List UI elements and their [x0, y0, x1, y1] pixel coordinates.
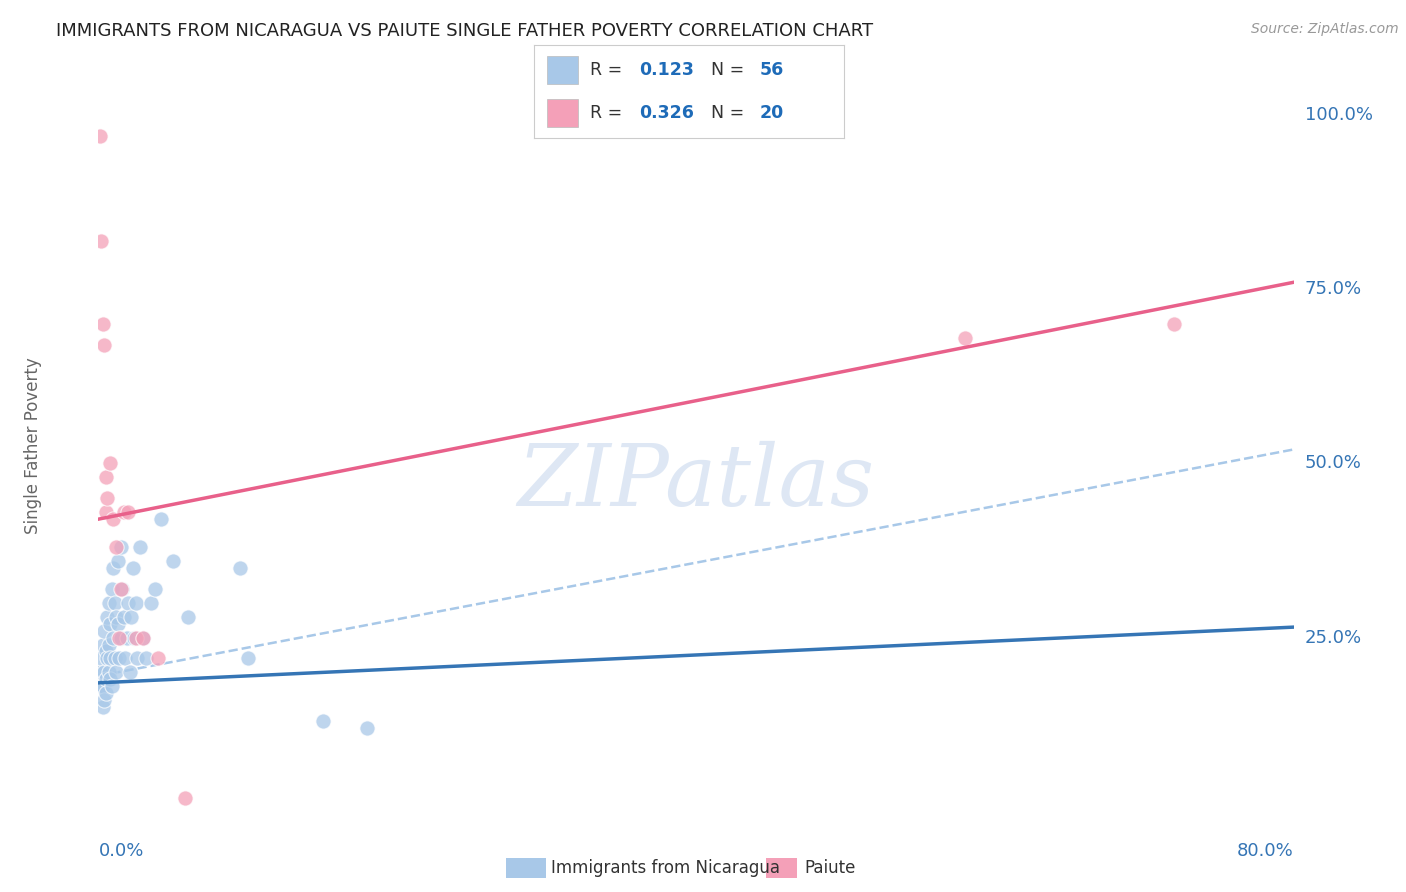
- Point: [143, 582, 166, 596]
- Point: [104, 651, 127, 665]
- Point: [139, 596, 162, 610]
- Point: [111, 582, 134, 596]
- Point: [127, 651, 149, 665]
- Text: R =: R =: [591, 104, 627, 122]
- Text: 0.123: 0.123: [640, 61, 695, 78]
- Text: N =: N =: [710, 104, 749, 122]
- Text: 20: 20: [761, 104, 785, 122]
- Point: [129, 540, 152, 554]
- Point: [117, 505, 139, 519]
- Text: Immigrants from Nicaragua: Immigrants from Nicaragua: [551, 859, 780, 877]
- Point: [93, 624, 115, 638]
- Point: [953, 331, 976, 345]
- Point: [132, 631, 155, 645]
- Point: [91, 700, 114, 714]
- Text: IMMIGRANTS FROM NICARAGUA VS PAIUTE SINGLE FATHER POVERTY CORRELATION CHART: IMMIGRANTS FROM NICARAGUA VS PAIUTE SING…: [56, 22, 873, 40]
- Point: [105, 540, 128, 554]
- Point: [91, 317, 114, 331]
- Text: 0.0%: 0.0%: [98, 842, 143, 860]
- Point: [107, 554, 129, 568]
- Point: [120, 609, 142, 624]
- FancyBboxPatch shape: [547, 56, 578, 84]
- Point: [96, 651, 118, 665]
- Point: [91, 638, 114, 652]
- Point: [148, 651, 170, 665]
- Point: [93, 338, 115, 352]
- Point: [107, 616, 129, 631]
- Point: [108, 651, 131, 665]
- FancyBboxPatch shape: [547, 99, 578, 127]
- Point: [96, 609, 118, 624]
- Text: Single Father Poverty: Single Father Poverty: [24, 358, 42, 534]
- Point: [103, 631, 125, 645]
- Point: [101, 582, 124, 596]
- Point: [110, 631, 132, 645]
- Point: [97, 665, 120, 680]
- Point: [174, 790, 197, 805]
- Point: [101, 679, 124, 693]
- Point: [103, 561, 125, 575]
- Text: 75.0%: 75.0%: [1305, 280, 1362, 298]
- Point: [89, 665, 111, 680]
- Point: [121, 561, 143, 575]
- Point: [93, 665, 115, 680]
- Point: [90, 651, 112, 665]
- Point: [150, 512, 173, 526]
- Point: [125, 631, 148, 645]
- Point: [117, 596, 139, 610]
- Point: [114, 651, 136, 665]
- Point: [356, 721, 378, 735]
- Point: [89, 128, 111, 143]
- Point: [103, 512, 125, 526]
- Point: [94, 505, 117, 519]
- Point: [94, 644, 117, 658]
- Point: [135, 651, 157, 665]
- Text: R =: R =: [591, 61, 627, 78]
- Point: [110, 582, 132, 596]
- Point: [93, 693, 115, 707]
- Point: [98, 673, 122, 687]
- Point: [91, 679, 114, 693]
- Point: [94, 470, 117, 484]
- Point: [110, 540, 132, 554]
- Point: [112, 505, 135, 519]
- Point: [125, 596, 148, 610]
- Point: [1163, 317, 1185, 331]
- Point: [90, 234, 112, 248]
- Point: [97, 596, 120, 610]
- Text: 50.0%: 50.0%: [1305, 454, 1361, 473]
- Point: [177, 609, 200, 624]
- Text: 25.0%: 25.0%: [1305, 629, 1362, 647]
- Point: [311, 714, 333, 728]
- Point: [115, 631, 138, 645]
- Text: Paiute: Paiute: [804, 859, 856, 877]
- Point: [229, 561, 252, 575]
- Point: [112, 609, 135, 624]
- Text: ZIPatlas: ZIPatlas: [517, 442, 875, 524]
- Point: [105, 665, 128, 680]
- Point: [98, 651, 122, 665]
- Text: 100.0%: 100.0%: [1305, 106, 1372, 124]
- Point: [124, 631, 146, 645]
- Point: [98, 457, 122, 471]
- Point: [132, 631, 155, 645]
- Point: [105, 609, 128, 624]
- Text: 80.0%: 80.0%: [1237, 842, 1294, 860]
- Point: [118, 665, 141, 680]
- Text: Source: ZipAtlas.com: Source: ZipAtlas.com: [1251, 22, 1399, 37]
- Text: 56: 56: [761, 61, 785, 78]
- Point: [96, 491, 118, 506]
- Point: [98, 616, 122, 631]
- Point: [97, 638, 120, 652]
- Point: [108, 631, 131, 645]
- Point: [104, 596, 127, 610]
- Point: [90, 679, 112, 693]
- Text: N =: N =: [710, 61, 749, 78]
- Point: [94, 673, 117, 687]
- Text: 0.326: 0.326: [640, 104, 695, 122]
- Point: [94, 686, 117, 700]
- Point: [236, 651, 259, 665]
- Point: [162, 554, 184, 568]
